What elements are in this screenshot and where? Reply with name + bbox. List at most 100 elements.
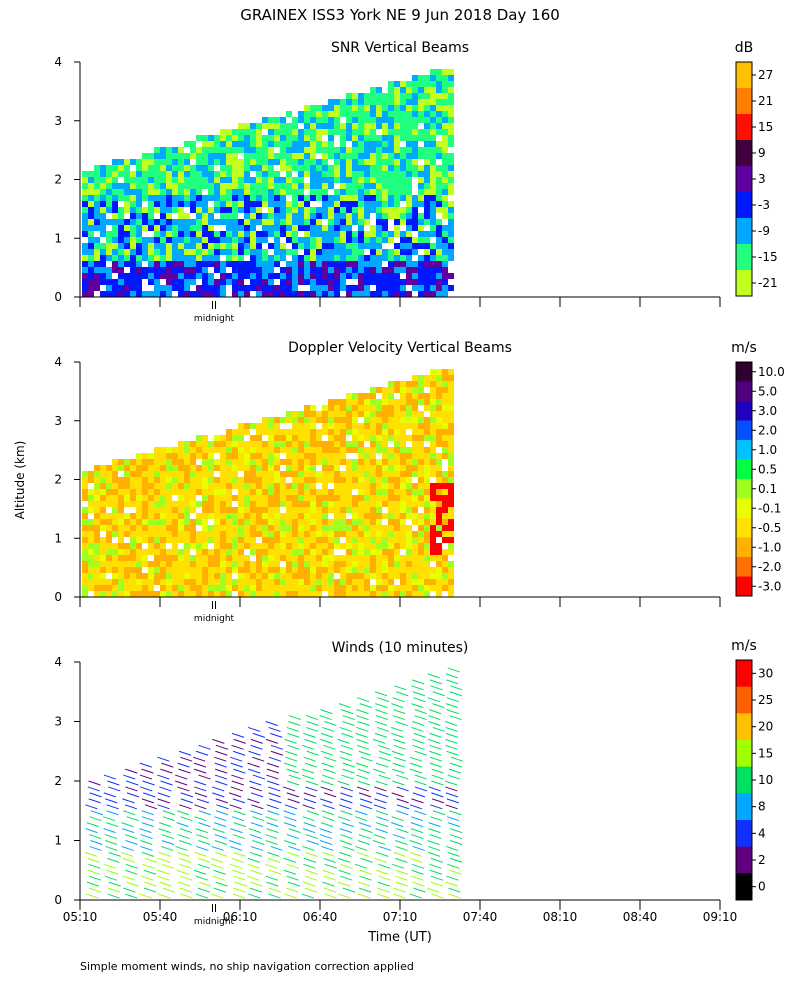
heatmap-cell: [268, 147, 274, 153]
heatmap-cell: [286, 159, 292, 165]
heatmap-cell: [160, 501, 166, 507]
x-tick-label: 07:40: [463, 910, 498, 924]
heatmap-cell: [340, 561, 346, 567]
heatmap-cell: [406, 525, 412, 531]
heatmap-cell: [376, 189, 382, 195]
heatmap-cell: [160, 531, 166, 537]
heatmap-cell: [364, 165, 370, 171]
heatmap-cell: [106, 201, 112, 207]
heatmap-cell: [424, 393, 430, 399]
wind-barb: [340, 744, 354, 750]
heatmap-cell: [406, 555, 412, 561]
heatmap-cell: [238, 267, 244, 273]
heatmap-cell: [136, 291, 142, 297]
heatmap-cell: [226, 213, 232, 219]
heatmap-cell: [250, 447, 256, 453]
heatmap-cell: [148, 183, 154, 189]
wind-barb: [378, 875, 391, 881]
heatmap-cell: [154, 219, 160, 225]
heatmap-cell: [268, 135, 274, 141]
heatmap-cell: [202, 549, 208, 555]
heatmap-cell: [322, 477, 328, 483]
heatmap-cell: [244, 147, 250, 153]
heatmap-cell: [88, 177, 94, 183]
heatmap-cell: [124, 477, 130, 483]
heatmap-cell: [232, 171, 238, 177]
wind-barb: [88, 780, 101, 786]
heatmap-cell: [430, 435, 436, 441]
heatmap-cell: [346, 237, 352, 243]
heatmap-cell: [328, 249, 334, 255]
heatmap-cell: [310, 453, 316, 459]
heatmap-cell: [100, 219, 106, 225]
heatmap-cell: [268, 543, 274, 549]
heatmap-cell: [418, 375, 424, 381]
heatmap-cell: [298, 417, 304, 423]
heatmap-cell: [328, 261, 334, 267]
heatmap-cell: [100, 465, 106, 471]
heatmap-cell: [148, 543, 154, 549]
heatmap-cell: [358, 393, 364, 399]
heatmap-cell: [208, 453, 214, 459]
heatmap-cell: [130, 483, 136, 489]
heatmap-cell: [220, 579, 226, 585]
heatmap-cell: [124, 165, 130, 171]
heatmap-cell: [406, 129, 412, 135]
wind-barb: [122, 857, 135, 863]
heatmap-cell: [364, 261, 370, 267]
heatmap-cell: [340, 255, 346, 261]
heatmap-cell: [352, 189, 358, 195]
heatmap-cell: [280, 585, 286, 591]
heatmap-cell: [136, 549, 142, 555]
heatmap-cell: [418, 495, 424, 501]
heatmap-cell: [388, 549, 394, 555]
heatmap-cell: [244, 141, 250, 147]
heatmap-cell: [136, 165, 142, 171]
heatmap-cell: [274, 537, 280, 543]
heatmap-cell: [358, 267, 364, 273]
heatmap-cell: [364, 519, 370, 525]
heatmap-cell: [370, 429, 376, 435]
heatmap-cell: [358, 555, 364, 561]
colorbar-label: 1.0: [758, 443, 777, 457]
heatmap-cell: [400, 183, 406, 189]
heatmap-cell: [334, 225, 340, 231]
heatmap-cell: [226, 147, 232, 153]
wind-barb: [266, 881, 279, 887]
colorbar-label: 0: [758, 880, 766, 894]
heatmap-cell: [394, 273, 400, 279]
wind-barb: [395, 721, 408, 726]
heatmap-cell: [334, 207, 340, 213]
heatmap-cell: [172, 279, 178, 285]
heatmap-cell: [238, 573, 244, 579]
heatmap-cell: [376, 111, 382, 117]
heatmap-cell: [100, 213, 106, 219]
wind-barb: [358, 750, 371, 756]
heatmap-cell: [130, 255, 136, 261]
heatmap-cell: [442, 501, 448, 507]
heatmap-cell: [382, 153, 388, 159]
heatmap-cell: [364, 195, 370, 201]
heatmap-cell: [412, 213, 418, 219]
heatmap-cell: [256, 423, 262, 429]
colorbar-label: 4: [758, 826, 766, 840]
heatmap-cell: [160, 171, 166, 177]
wind-barb: [372, 738, 386, 744]
heatmap-cell: [184, 177, 190, 183]
heatmap-cell: [130, 231, 136, 237]
heatmap-cell: [400, 267, 406, 273]
heatmap-cell: [256, 285, 262, 291]
heatmap-cell: [376, 177, 382, 183]
heatmap-cell: [94, 531, 100, 537]
heatmap-cell: [322, 519, 328, 525]
heatmap-cell: [340, 123, 346, 129]
heatmap-cell: [388, 519, 394, 525]
heatmap-cell: [430, 411, 436, 417]
heatmap-cell: [388, 501, 394, 507]
heatmap-cell: [436, 435, 442, 441]
heatmap-cell: [316, 513, 322, 519]
heatmap-cell: [418, 513, 424, 519]
heatmap-cell: [358, 519, 364, 525]
heatmap-cell: [418, 567, 424, 573]
